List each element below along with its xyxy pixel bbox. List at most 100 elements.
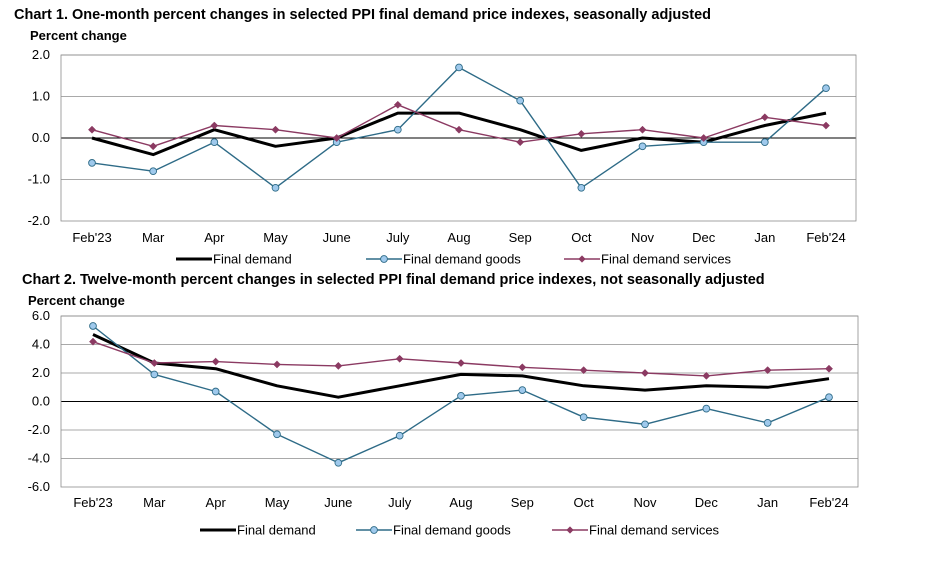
chart-2-services-point [702, 371, 711, 380]
chart-1-services-point [699, 134, 708, 142]
chart-1-legend-label: Final demand [213, 252, 292, 267]
chart-2-services-point [150, 359, 159, 367]
chart-2-goods-point [334, 458, 343, 467]
chart-2-goods-point [702, 404, 711, 413]
chart-1-services-point [271, 125, 280, 134]
chart-2-x-tick-label: May [265, 495, 290, 510]
chart-1-services-point [760, 113, 769, 122]
chart-2-goods-point [273, 430, 281, 439]
chart-2-x-tick-label: June [324, 495, 352, 510]
chart-2-y-tick-label: 4.0 [32, 337, 50, 352]
chart-1-plot: 2.0 1.0 0.0 -1.0 -2.0 Feb'23 Mar Apr May June July… [28, 47, 857, 267]
chart-2: Chart 2. Twelve-month percent changes in… [0, 268, 926, 568]
chart-2-plot: 6.0 4.0 2.0 0.0 -2.0 -4.0 -6.0 Feb'23 Mar Apr May J… [28, 308, 859, 538]
chart-1-plot-frame [60, 54, 857, 222]
chart-1-services-point [210, 121, 219, 130]
chart-2-services-point [334, 361, 343, 370]
chart-2-title: Chart 2. Twelve-month percent changes in… [22, 272, 765, 288]
chart-2-x-tick-label: Feb'23 [73, 495, 112, 510]
chart-2-y-tick-label: -6.0 [28, 479, 50, 494]
chart-1: Chart 1. One-month percent changes in se… [0, 0, 926, 270]
chart-2-y-tick-label: 0.0 [32, 394, 50, 409]
chart-2-x-tick-label: Apr [206, 495, 227, 510]
chart-2-services-point [579, 366, 588, 375]
chart-1-goods-point [393, 125, 402, 134]
chart-1-x-tick-label: Nov [631, 230, 655, 245]
chart-1-goods-point [149, 167, 158, 176]
chart-1-x-tick-label: Dec [692, 230, 716, 245]
chart-1-legend-label: Final demand services [601, 252, 732, 267]
chart-1-x-tick-label: Feb'24 [806, 230, 845, 245]
chart-1-services-point [516, 138, 525, 147]
chart-2-services-point [641, 369, 649, 377]
chart-2-x-tick-label: Aug [449, 495, 472, 510]
chart-1-legend-label: Final demand goods [403, 252, 521, 267]
chart-1-services-point [822, 121, 830, 130]
chart-1-x-tick-label: Aug [447, 230, 470, 245]
chart-1-goods-point [516, 96, 525, 105]
chart-1-goods-point [455, 63, 463, 72]
chart-2-y-axis-label: Percent change [28, 293, 125, 308]
chart-2-services-point [763, 366, 772, 375]
chart-1-y-tick-label: 0.0 [32, 130, 50, 145]
chart-2-x-tick-label: Nov [633, 495, 657, 510]
chart-2-services-point [518, 363, 527, 372]
chart-2-goods-point [150, 370, 159, 379]
chart-2-services-point [825, 364, 833, 373]
chart-2-y-tick-label: -4.0 [28, 451, 50, 466]
chart-2-x-tick-label: Feb'24 [809, 495, 848, 510]
chart-2-goods-point [579, 413, 588, 422]
chart-1-x-tick-label: Mar [142, 230, 165, 245]
chart-1-y-axis-label: Percent change [30, 28, 127, 43]
chart-2-legend-marker [370, 526, 378, 534]
chart-1-goods-point [88, 159, 96, 167]
chart-1-y-tick-label: 1.0 [32, 89, 50, 104]
chart-1-services-point [577, 129, 586, 138]
chart-1-goods-point [822, 84, 830, 93]
chart-1-x-tick-label: Sep [509, 230, 532, 245]
chart-1-services-point [332, 134, 341, 142]
chart-2-services-point [211, 357, 220, 366]
chart-2-services-point [395, 354, 404, 363]
chart-2-legend-label: Final demand goods [393, 523, 511, 538]
chart-1-services-point [638, 125, 647, 134]
chart-1-goods-point [760, 138, 769, 147]
chart-2-goods-point [395, 431, 404, 440]
chart-2-x-tick-label: Jan [757, 495, 778, 510]
chart-2-x-tick-label: Sep [511, 495, 534, 510]
chart-2-series-line-final-demand [92, 333, 830, 399]
chart-2-goods-point [763, 419, 772, 427]
chart-2-goods-point [89, 322, 97, 330]
chart-1-services-point [149, 142, 158, 151]
chart-2-goods-point [457, 391, 465, 400]
chart-1-x-tick-label: Jan [754, 230, 775, 245]
chart-1-x-tick-label: Apr [204, 230, 225, 245]
chart-1-goods-point [638, 142, 647, 151]
chart-1-services-point [455, 125, 463, 134]
chart-1-x-tick-label: June [323, 230, 351, 245]
chart-1-x-tick-label: Oct [571, 230, 592, 245]
chart-2-x-tick-label: Oct [574, 495, 595, 510]
chart-2-services-point [89, 337, 97, 346]
chart-1-y-tick-label: -1.0 [28, 172, 50, 187]
chart-2-goods-point [518, 386, 527, 394]
chart-2-x-tick-label: Mar [143, 495, 166, 510]
chart-1-goods-point [577, 183, 586, 192]
chart-2-x-tick-label: July [388, 495, 412, 510]
chart-1-title: Chart 1. One-month percent changes in se… [14, 7, 712, 23]
chart-2-goods-point [641, 420, 649, 429]
chart-2-services-point [273, 360, 281, 369]
chart-1-legend-marker [380, 255, 388, 263]
chart-1-legend-marker [578, 255, 586, 263]
chart-2-series-line-final-demand-services [92, 341, 830, 377]
chart-2-legend-label: Final demand services [589, 523, 720, 538]
chart-2-x-tick-label: Dec [695, 495, 719, 510]
chart-1-services-point [393, 100, 402, 109]
chart-1-goods-point [271, 183, 280, 192]
chart-2-services-point [457, 359, 465, 367]
chart-2-y-tick-label: 2.0 [32, 365, 50, 380]
chart-1-x-tick-label: July [386, 230, 410, 245]
chart-1-services-point [88, 125, 96, 134]
chart-2-plot-frame [60, 315, 859, 488]
chart-2-y-tick-label: 6.0 [32, 308, 50, 323]
